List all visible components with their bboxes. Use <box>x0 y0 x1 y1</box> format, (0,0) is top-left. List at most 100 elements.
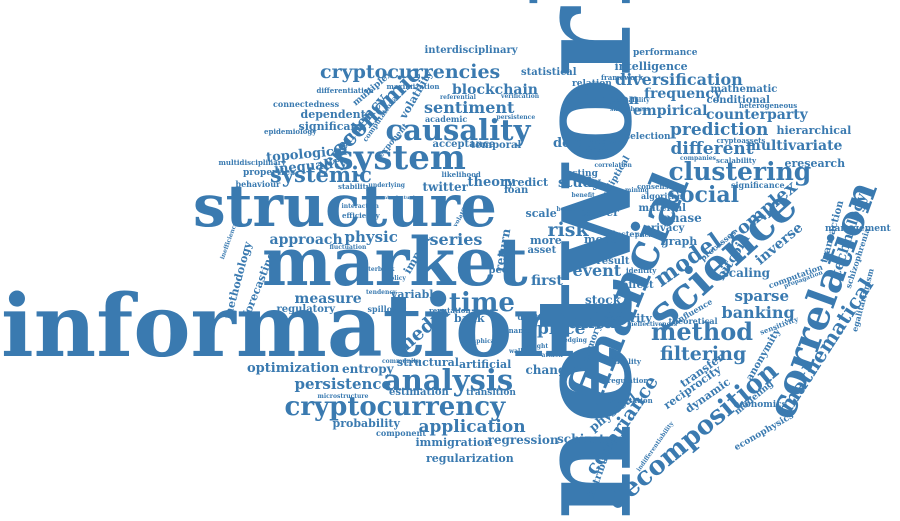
word-likelihood: likelihood <box>441 169 481 179</box>
word-prediction: prediction <box>670 119 769 140</box>
word-career: career <box>579 205 619 219</box>
word-performance: performance <box>633 47 698 58</box>
word-event: event <box>572 261 622 280</box>
word-benefit: benefit <box>571 192 595 199</box>
word-regulatory: regulatory <box>276 304 336 315</box>
word-algorithm: algorithm <box>641 191 686 201</box>
word-probability: probability <box>332 416 400 430</box>
word-mathematic: mathematic <box>710 84 778 95</box>
word-regularization: regularization <box>426 451 514 465</box>
word-heterogeneous: heterogeneous <box>739 100 798 110</box>
word-frequency: frequency <box>644 86 723 102</box>
word-economics: economics <box>733 399 787 410</box>
word-eresearch: eresearch <box>784 156 846 170</box>
word-loan: loan <box>504 185 529 196</box>
word-risk: risk <box>547 218 589 241</box>
word-optimization: optimization <box>247 360 340 376</box>
word-series: series <box>429 230 483 249</box>
word-component: component <box>376 428 427 438</box>
word-theoretical: theoretical <box>668 316 718 326</box>
word-artificial: artificial <box>459 357 512 371</box>
word-theory: theory <box>467 174 515 190</box>
word-management: management <box>825 223 891 234</box>
word-temporal: temporal <box>470 140 522 151</box>
word-reputation: reputation <box>429 305 471 315</box>
word-interdisciplinary: interdisciplinary <box>424 45 518 56</box>
word-phase: phase <box>662 211 702 225</box>
word-scalability: scalability <box>716 155 757 165</box>
word-identity: identity <box>626 265 657 275</box>
word-persistence: persistence <box>294 374 392 393</box>
word-security: security <box>602 311 652 325</box>
word-persistence-small: persistence <box>496 114 536 121</box>
word-behaviour: behaviour <box>235 179 281 189</box>
word-better: better <box>556 206 578 213</box>
word-tendency: tendency <box>366 289 397 296</box>
word-profitability: profitability <box>610 97 650 104</box>
word-measure: measure <box>294 291 362 307</box>
word-differentiation: differentiation <box>316 85 374 95</box>
word-different: different <box>670 138 754 159</box>
word-stock: stock <box>585 293 621 307</box>
word-regional: regional <box>583 147 611 154</box>
word-efficiency: efficiency <box>342 210 380 220</box>
word-filtering: filtering <box>660 342 747 365</box>
word-spillover: spillover <box>367 304 407 314</box>
word-application: application <box>418 416 526 437</box>
word-physic: physic <box>344 227 398 246</box>
word-underlying: underlying <box>368 182 406 189</box>
word-finance: finance <box>503 325 533 335</box>
word-correlation-small: correlation <box>594 162 632 169</box>
word-properties: properties <box>243 167 296 178</box>
word-sentiment: sentiment <box>424 98 515 117</box>
word-selection: selection <box>625 131 671 142</box>
word-causality: causality <box>385 112 531 147</box>
word-twitter: twitter <box>422 180 468 194</box>
word-mode: mode <box>584 232 618 246</box>
word-significance: significance <box>731 180 785 190</box>
word-social: social <box>667 182 739 208</box>
word-counterfactual: counterfactual <box>373 194 415 201</box>
word-study: study <box>558 175 601 191</box>
word-maximization: maximization <box>386 81 440 91</box>
word-peer: peer <box>488 265 514 276</box>
word-scale: scale <box>525 206 557 220</box>
word-scaling: scaling <box>722 266 771 280</box>
word-hierarchical: hierarchical <box>776 123 852 137</box>
word-asset: asset <box>527 245 557 256</box>
word-cryptocurrencies: cryptocurrencies <box>320 60 501 83</box>
word-price: price <box>537 318 586 339</box>
word-result: result <box>596 256 630 267</box>
word-change: change <box>525 363 575 377</box>
word-academic: academic <box>425 114 468 124</box>
word-effect: effect <box>622 280 654 291</box>
word-mining: mining <box>625 187 649 194</box>
word-entropy: entropy <box>342 362 394 376</box>
word-estimation: estimation <box>389 387 449 398</box>
word-criticality: criticality <box>603 356 641 366</box>
word-interaction: interaction <box>341 203 379 210</box>
word-structure: structure <box>193 172 497 240</box>
word-conditional: conditional <box>706 95 770 106</box>
word-verification: verification <box>501 93 540 100</box>
word-clustering: clustering <box>668 156 812 186</box>
word-framework: framework <box>601 72 644 82</box>
word-connectedness: connectedness <box>273 99 340 109</box>
word-immigration: immigration <box>415 435 493 449</box>
word-variable: variable <box>391 287 441 301</box>
word-bank: bank <box>454 311 485 325</box>
word-cluster: cluster <box>607 229 639 239</box>
word-graphical: graphical <box>465 338 497 345</box>
word-approach: approach <box>269 232 343 248</box>
word-default: default <box>553 135 605 151</box>
word-statistical: statistical <box>521 67 577 78</box>
word-hedging: hedging <box>559 337 587 344</box>
word-econophysics: econophysics <box>732 410 796 453</box>
word-schizotypy: schizotypy <box>557 432 628 446</box>
word-regression: regression <box>487 433 559 447</box>
word-transition: transition <box>466 387 516 398</box>
word-sparse: sparse <box>734 286 790 305</box>
word-community: community <box>382 358 420 365</box>
word-companies: companies <box>680 155 716 162</box>
